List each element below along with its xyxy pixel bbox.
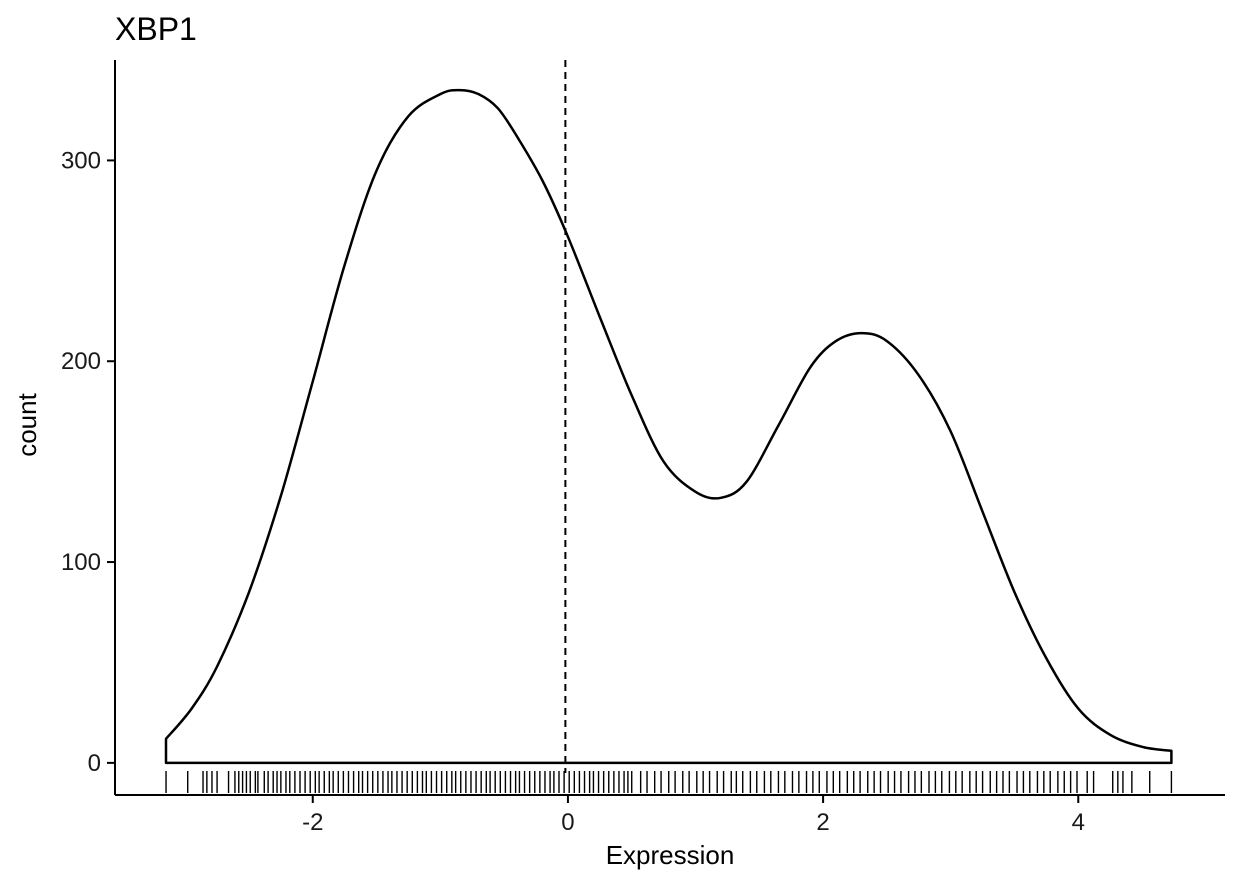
x-tick-label: -2 <box>302 809 323 836</box>
x-tick-label: 2 <box>816 809 829 836</box>
y-tick-label: 0 <box>88 750 101 777</box>
y-axis-ticks: 0 100 200 300 <box>61 147 115 777</box>
x-tick-label: 4 <box>1072 809 1085 836</box>
x-axis-title: Expression <box>606 840 735 870</box>
y-tick-label: 300 <box>61 147 101 174</box>
y-axis-title: count <box>12 392 42 456</box>
rug-layer <box>165 771 1173 793</box>
x-axis-ticks: -2 0 2 4 <box>302 795 1085 836</box>
density-curve <box>164 88 1173 765</box>
y-tick-label: 200 <box>61 348 101 375</box>
density-layer <box>164 88 1173 765</box>
y-tick-label: 100 <box>61 549 101 576</box>
chart-title: XBP1 <box>115 11 197 47</box>
x-tick-label: 0 <box>561 809 574 836</box>
